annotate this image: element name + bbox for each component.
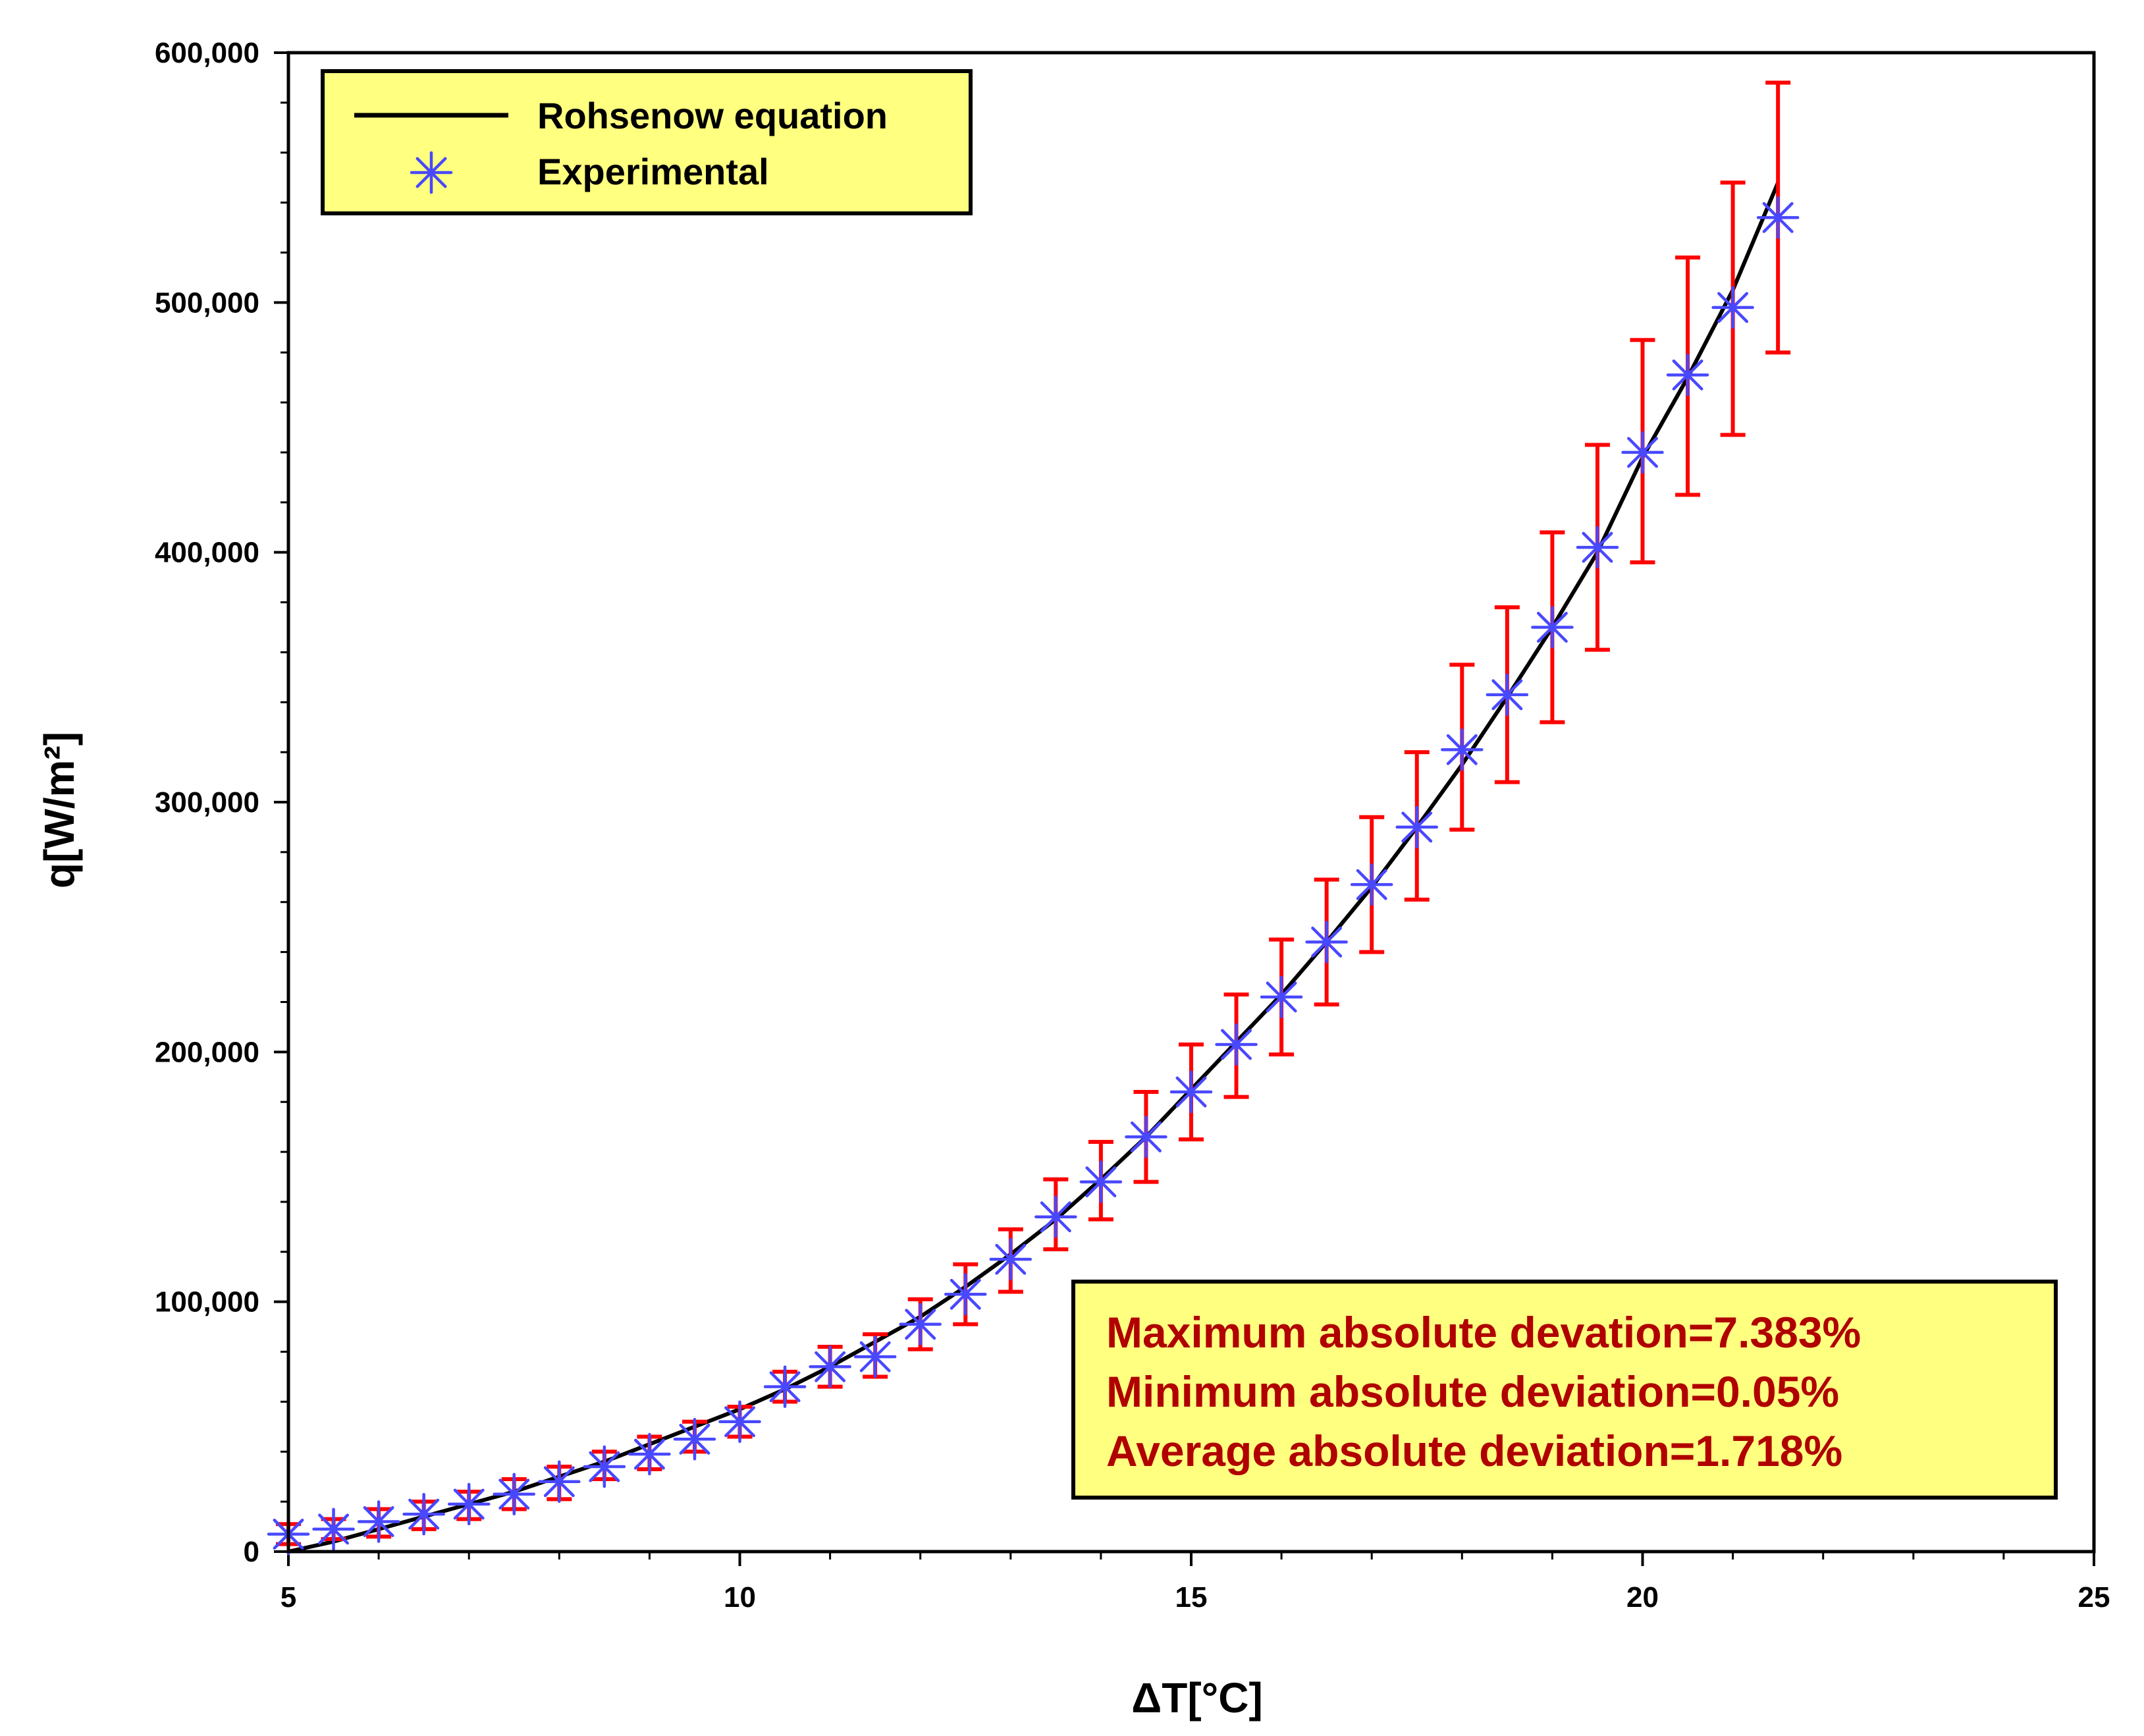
data-point-experimental	[718, 1400, 761, 1443]
asterisk-stroke	[318, 1513, 350, 1545]
asterisk-stroke	[1762, 202, 1794, 233]
asterisk-stroke	[1130, 1121, 1162, 1153]
plot-frame	[286, 51, 2096, 1554]
data-point-experimental	[1531, 606, 1574, 649]
asterisk-stroke	[1672, 359, 1703, 391]
legend-asterisk	[410, 151, 453, 194]
data-point-experimental	[583, 1445, 626, 1488]
data-point-experimental	[628, 1432, 671, 1476]
y-tick-label: 0	[244, 1536, 259, 1568]
data-point-experimental	[1395, 805, 1438, 849]
data-point-experimental	[1486, 673, 1529, 717]
y-axis-title: q[W/m²]	[36, 732, 83, 888]
stats-annotation: Maximum absolute devation=7.383% Minimum…	[1071, 1280, 2058, 1500]
data-point-experimental	[312, 1507, 355, 1551]
series-line-rohsenow	[288, 182, 1780, 1554]
asterisk-stroke	[859, 1341, 891, 1372]
data-point-experimental	[944, 1273, 987, 1316]
asterisk-stroke	[1717, 292, 1749, 323]
data-point-experimental	[1215, 1023, 1258, 1066]
data-point-experimental	[1125, 1116, 1167, 1158]
data-point-experimental	[763, 1365, 807, 1408]
data-point-experimental	[357, 1500, 400, 1543]
asterisk-stroke	[724, 1406, 755, 1438]
y-tick-label: 500,000	[155, 286, 259, 319]
data-point-experimental	[1079, 1160, 1123, 1203]
data-point-experimental	[1350, 863, 1393, 906]
y-tick-label: 200,000	[155, 1036, 259, 1068]
asterisk-stroke	[589, 1451, 620, 1482]
x-axis-title: ΔT[°C]	[1131, 1674, 1263, 1722]
data-point-experimental	[1621, 431, 1664, 474]
data-point-experimental	[673, 1418, 716, 1461]
data-point-experimental	[1260, 975, 1303, 1019]
data-point-experimental	[493, 1473, 535, 1516]
legend-label-rohsenow: Rohsenow equation	[537, 95, 888, 136]
y-tick-label: 400,000	[155, 537, 259, 569]
asterisk-stroke	[995, 1243, 1027, 1275]
asterisk-stroke	[905, 1309, 936, 1340]
asterisk-stroke	[769, 1371, 801, 1403]
asterisk-stroke	[1266, 981, 1297, 1013]
asterisk-stroke	[1175, 1076, 1207, 1108]
data-point-experimental	[402, 1492, 445, 1536]
data-point-experimental	[1576, 526, 1619, 569]
asterisk-stroke	[1221, 1029, 1252, 1060]
asterisk-stroke	[1582, 531, 1613, 563]
data-point-experimental	[1305, 921, 1348, 963]
y-tick-label: 300,000	[155, 786, 259, 819]
data-point-experimental	[989, 1237, 1032, 1281]
data-point-experimental	[1169, 1070, 1213, 1114]
asterisk-stroke	[415, 157, 447, 188]
data-point-experimental	[1666, 354, 1709, 396]
legend-asterisk-swatch	[410, 151, 453, 194]
asterisk-stroke	[1040, 1201, 1071, 1233]
x-tick-label: 20	[1626, 1581, 1659, 1614]
stats-box	[1071, 1280, 2058, 1500]
x-tick-label: 10	[724, 1581, 756, 1614]
asterisk-stroke	[498, 1478, 530, 1510]
asterisk-stroke	[815, 1351, 846, 1382]
asterisk-stroke	[543, 1466, 575, 1498]
legend-label-experimental: Experimental	[537, 151, 769, 192]
y-tick-label: 600,000	[155, 37, 259, 69]
asterisk-stroke	[408, 1498, 440, 1530]
asterisk-stroke	[453, 1488, 485, 1520]
data-point-experimental	[1756, 196, 1800, 239]
asterisk-stroke	[1446, 734, 1478, 765]
asterisk-stroke	[1356, 869, 1387, 900]
asterisk-stroke	[679, 1423, 710, 1455]
curve-layer	[288, 182, 1780, 1554]
asterisk-stroke	[1627, 437, 1658, 468]
legend: Rohsenow equation Experimental	[321, 69, 973, 215]
asterisk-stroke	[1491, 679, 1523, 711]
x-tick-label: 5	[281, 1581, 296, 1614]
data-point-experimental	[1034, 1195, 1077, 1238]
asterisk-stroke	[1085, 1166, 1117, 1198]
asterisk-stroke	[363, 1506, 394, 1537]
asterisk-stroke	[1311, 926, 1343, 958]
data-point-experimental	[899, 1303, 942, 1346]
data-point-experimental	[809, 1345, 851, 1388]
stats-line-min: Minimum absolute deviation=0.05%	[1106, 1367, 1839, 1416]
x-tick-label: 25	[2078, 1581, 2110, 1614]
data-point-experimental	[853, 1335, 897, 1378]
data-point-experimental	[1711, 286, 1754, 329]
data-point-experimental	[447, 1482, 491, 1526]
asterisk-stroke	[1401, 811, 1433, 843]
data-point-experimental	[538, 1460, 581, 1504]
stats-line-max: Maximum absolute devation=7.383%	[1106, 1308, 1861, 1357]
asterisk-stroke	[1536, 612, 1568, 643]
tick-labels: 5 10 15 20 25 0 100,000 200,000 300,000 400,000 50…	[155, 37, 2110, 1614]
asterisk-stroke	[950, 1278, 981, 1310]
x-tick-label: 15	[1175, 1581, 1208, 1614]
y-tick-label: 100,000	[155, 1286, 259, 1318]
stats-line-avg: Average absolute deviation=1.718%	[1106, 1426, 1842, 1475]
data-point-experimental	[1441, 728, 1484, 771]
asterisk-stroke	[633, 1438, 665, 1470]
